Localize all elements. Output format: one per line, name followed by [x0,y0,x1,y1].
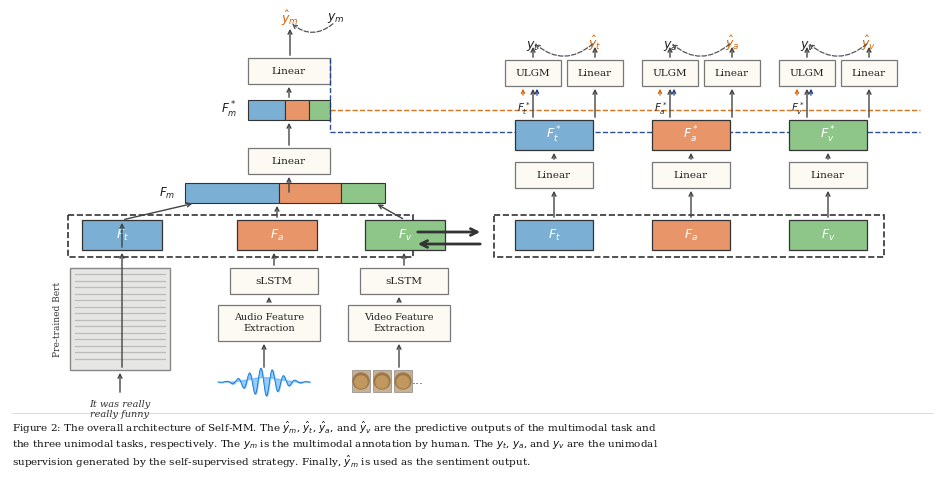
FancyBboxPatch shape [247,100,285,120]
FancyBboxPatch shape [373,370,391,392]
Text: Pre-trained Bert: Pre-trained Bert [53,282,62,357]
Text: $F_a$: $F_a$ [683,227,698,242]
FancyBboxPatch shape [504,60,561,86]
FancyBboxPatch shape [70,268,170,370]
FancyBboxPatch shape [341,183,384,203]
Circle shape [353,373,368,389]
Text: Linear: Linear [810,170,844,179]
FancyBboxPatch shape [185,183,278,203]
FancyBboxPatch shape [247,148,329,174]
Text: Linear: Linear [673,170,707,179]
FancyBboxPatch shape [237,220,316,250]
Text: $F_v^*$: $F_v^*$ [819,125,835,145]
Text: Linear: Linear [851,69,885,78]
FancyBboxPatch shape [703,60,759,86]
Text: ULGM: ULGM [789,69,823,78]
FancyBboxPatch shape [285,100,309,120]
FancyBboxPatch shape [641,60,698,86]
Text: ...: ... [412,375,424,387]
FancyBboxPatch shape [788,120,866,150]
Text: $\hat{y}_a$: $\hat{y}_a$ [724,34,738,53]
Text: $F_v^*$: $F_v^*$ [790,100,803,117]
FancyBboxPatch shape [514,162,593,188]
Text: Linear: Linear [578,69,612,78]
FancyBboxPatch shape [229,268,318,294]
Text: Linear: Linear [536,170,570,179]
Text: $\hat{y}_t$: $\hat{y}_t$ [587,34,601,53]
Text: Linear: Linear [272,67,306,76]
FancyBboxPatch shape [82,220,161,250]
FancyBboxPatch shape [651,120,729,150]
Text: $F_t^*$: $F_t^*$ [516,100,530,117]
FancyBboxPatch shape [788,220,866,250]
FancyBboxPatch shape [278,183,341,203]
FancyBboxPatch shape [309,100,329,120]
FancyBboxPatch shape [840,60,896,86]
Text: sLSTM: sLSTM [385,277,422,286]
FancyBboxPatch shape [247,58,329,84]
FancyBboxPatch shape [347,305,449,341]
Text: Linear: Linear [715,69,749,78]
Text: $y_v$: $y_v$ [799,39,814,53]
Text: $F_t^*$: $F_t^*$ [546,125,562,145]
Text: $F_a^*$: $F_a^*$ [653,100,666,117]
Circle shape [396,376,409,388]
FancyBboxPatch shape [514,120,593,150]
Text: $\hat{y}_v$: $\hat{y}_v$ [861,34,876,53]
Text: sLSTM: sLSTM [255,277,293,286]
Text: $y_m$: $y_m$ [327,11,345,25]
Text: $F_a$: $F_a$ [270,227,284,242]
FancyBboxPatch shape [651,162,729,188]
Text: $\hat{y}_m$: $\hat{y}_m$ [280,9,298,28]
Circle shape [374,373,390,389]
Text: Video Feature
Extraction: Video Feature Extraction [363,313,433,333]
Text: $F_m$: $F_m$ [159,185,175,200]
Text: $F_t$: $F_t$ [547,227,560,242]
Circle shape [355,376,366,388]
Text: It was really
really funny: It was really really funny [90,400,150,419]
Text: Linear: Linear [272,156,306,165]
Text: ULGM: ULGM [515,69,549,78]
Text: $F_a^*$: $F_a^*$ [683,125,699,145]
Text: Figure 2: The overall architecture of Self-MM. The $\hat{y}_m$, $\hat{y}_t$, $\h: Figure 2: The overall architecture of Se… [12,420,657,470]
FancyBboxPatch shape [351,370,370,392]
Text: $y_a$: $y_a$ [662,39,677,53]
FancyBboxPatch shape [788,162,866,188]
Text: ULGM: ULGM [652,69,686,78]
Text: $F_m^*$: $F_m^*$ [221,100,237,120]
Circle shape [395,373,411,389]
Text: $F_v$: $F_v$ [397,227,412,242]
FancyBboxPatch shape [514,220,593,250]
FancyBboxPatch shape [566,60,622,86]
Circle shape [376,376,388,388]
FancyBboxPatch shape [364,220,445,250]
Text: $y_t$: $y_t$ [526,39,539,53]
Text: $F_v$: $F_v$ [820,227,834,242]
FancyBboxPatch shape [360,268,447,294]
FancyBboxPatch shape [778,60,834,86]
FancyBboxPatch shape [394,370,412,392]
Text: Audio Feature
Extraction: Audio Feature Extraction [234,313,304,333]
FancyBboxPatch shape [651,220,729,250]
Text: $F_t$: $F_t$ [115,227,128,242]
FancyBboxPatch shape [218,305,320,341]
